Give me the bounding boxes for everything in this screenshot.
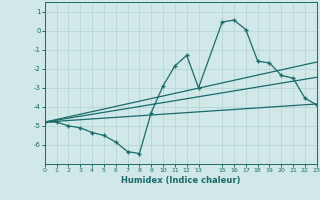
X-axis label: Humidex (Indice chaleur): Humidex (Indice chaleur)	[121, 176, 241, 185]
